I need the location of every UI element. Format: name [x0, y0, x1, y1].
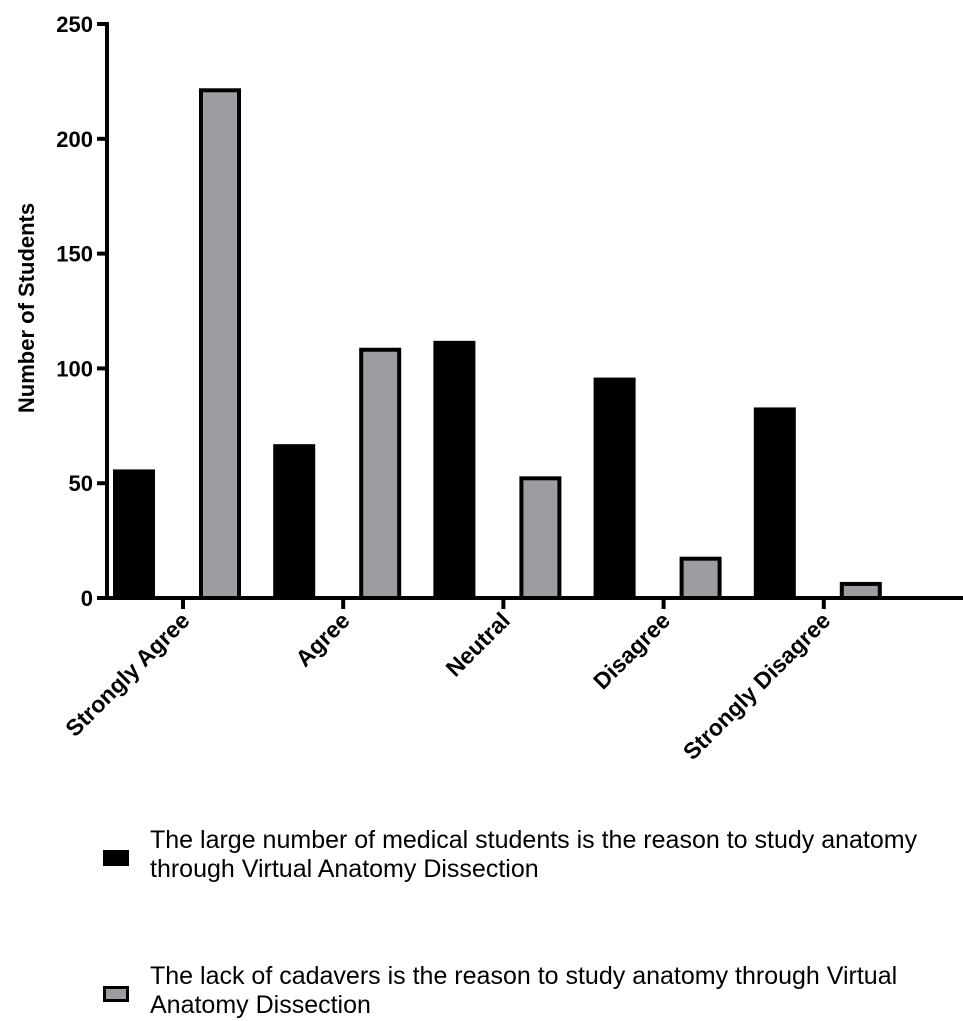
bar-chart: 0 50 100 150 200 250 Strongly Agree Agree Neutr… — [14, 12, 963, 765]
bar-series-2-neutral — [519, 476, 562, 601]
bar-series-2-strongly-agree — [199, 88, 241, 601]
bar-series-2-disagree — [679, 556, 722, 600]
x-tick-label: Strongly Disagree — [678, 607, 836, 765]
y-tick-label: 200 — [56, 127, 93, 152]
y-axis: 0 50 100 150 200 250 — [56, 12, 109, 611]
bar-series-1-strongly-agree — [113, 469, 155, 598]
y-tick-label: 150 — [56, 242, 93, 267]
x-tick-label: Disagree — [588, 607, 675, 694]
legend-swatch-series-1 — [103, 850, 129, 866]
bar-series-1-strongly-disagree — [753, 407, 796, 598]
x-axis: Strongly Agree Agree Neutral Disagree Strong… — [60, 596, 963, 765]
bar-series-2-agree — [359, 347, 402, 600]
bars — [113, 88, 882, 601]
y-axis-title: Number of Students — [14, 203, 39, 413]
bar-series-2-strongly-disagree — [839, 581, 882, 600]
y-tick-label: 0 — [81, 586, 93, 611]
y-tick-label: 250 — [56, 12, 93, 37]
legend-label-series-2: The lack of cadavers is the reason to st… — [150, 962, 898, 1019]
bar-series-1-disagree — [593, 377, 636, 598]
bar-series-1-agree — [273, 444, 316, 598]
x-tick-label: Strongly Agree — [60, 607, 194, 741]
legend-swatch-series-2 — [103, 986, 129, 1002]
y-tick-label: 50 — [69, 471, 93, 496]
legend-label-series-1: The large number of medical students is … — [150, 826, 918, 883]
bar-series-1-neutral — [433, 340, 476, 598]
y-tick-label: 100 — [56, 356, 93, 381]
x-tick-label: Agree — [290, 607, 354, 671]
x-tick-label: Neutral — [441, 607, 515, 681]
